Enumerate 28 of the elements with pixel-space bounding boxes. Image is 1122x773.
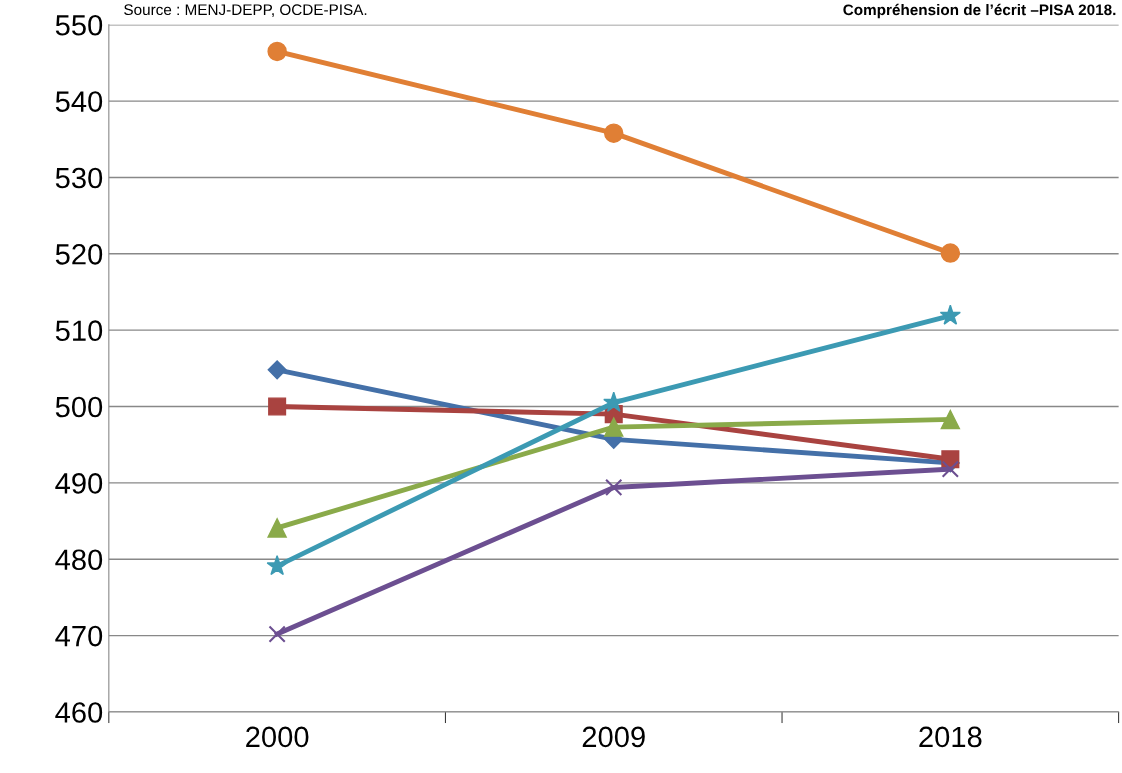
chart-title: Compréhension de l’écrit –PISA 2018. (843, 3, 1116, 19)
point (268, 397, 287, 416)
y-tick-label: 480 (55, 549, 103, 571)
point (267, 360, 287, 380)
point (268, 625, 286, 643)
point (941, 460, 960, 478)
y-tick-label: 530 (55, 167, 103, 189)
y-tick-label: 490 (55, 473, 103, 494)
point (940, 409, 961, 430)
y-tick-label: 460 (55, 702, 103, 723)
point (604, 417, 624, 437)
point (266, 554, 288, 576)
point (267, 518, 287, 538)
y-tick-label: 550 (55, 14, 103, 36)
point (604, 123, 624, 143)
point (605, 478, 623, 497)
y-tick-label: 510 (55, 320, 103, 342)
x-tick-label: 2018 (919, 726, 982, 748)
point (939, 304, 961, 325)
y-tick-label: 500 (55, 396, 103, 418)
x-tick-label: 2009 (582, 726, 645, 748)
source-note: Source : MENJ-DEPP, OCDE-PISA. (124, 4, 367, 17)
point (940, 243, 961, 263)
y-tick-label: 520 (55, 244, 103, 265)
point (267, 41, 287, 62)
y-tick-label: 470 (55, 625, 103, 647)
y-tick-label: 540 (55, 91, 103, 112)
x-tick-label: 2000 (246, 726, 309, 748)
